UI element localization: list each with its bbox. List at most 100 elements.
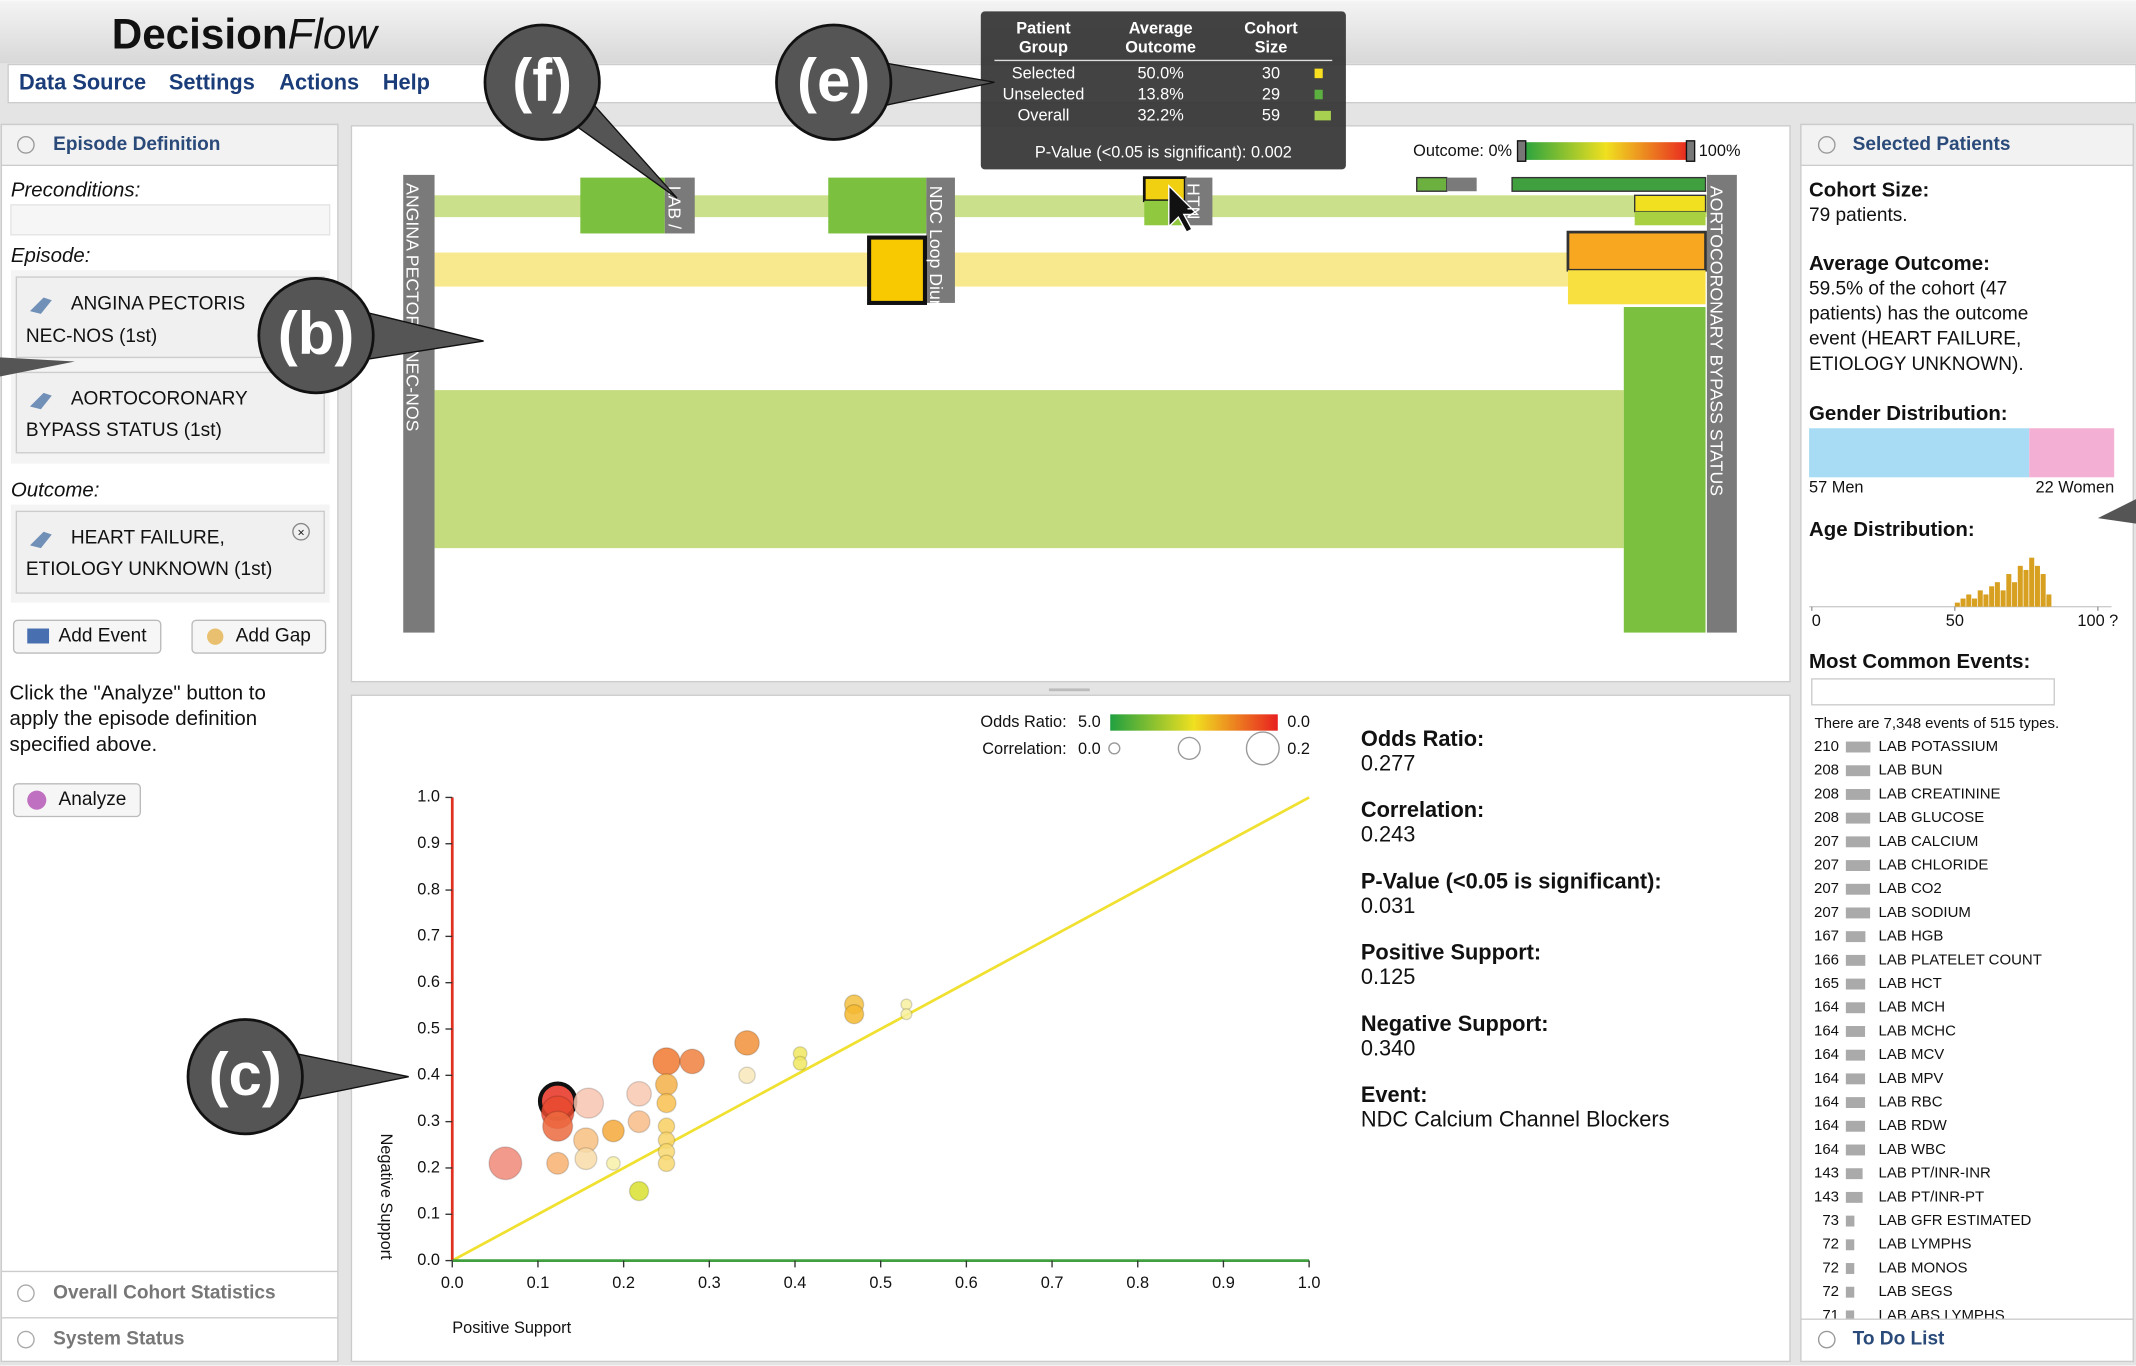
point[interactable] — [792, 1055, 808, 1071]
point[interactable] — [626, 1080, 653, 1107]
point[interactable] — [605, 1155, 621, 1171]
collapse-icon[interactable] — [17, 136, 35, 154]
tooltip — [980, 11, 1346, 170]
point[interactable] — [628, 1180, 650, 1202]
flow-node[interactable] — [1567, 270, 1706, 305]
panel-title[interactable]: Overall Cohort Statistics — [53, 1282, 275, 1303]
event-name[interactable]: LAB CHLORIDE — [1879, 856, 1989, 873]
event-name[interactable]: LAB PLATELET COUNT — [1879, 951, 2042, 968]
analyze-button[interactable] — [12, 783, 141, 818]
event-name[interactable]: LAB POTASSIUM — [1879, 738, 1999, 755]
expand-icon[interactable] — [17, 1284, 35, 1303]
button-label: Analyze — [59, 789, 127, 810]
menu-item[interactable]: Actions — [279, 69, 359, 94]
point[interactable] — [843, 1003, 865, 1025]
event-card[interactable] — [15, 371, 325, 454]
event-name[interactable]: LAB PT/INR-INR — [1879, 1165, 1991, 1182]
event-name[interactable]: LAB WBC — [1879, 1141, 1947, 1158]
point[interactable] — [601, 1119, 625, 1143]
flow-node[interactable] — [1416, 176, 1448, 192]
event-name[interactable]: LAB RBC — [1879, 1094, 1943, 1111]
event-name[interactable]: LAB PT/INR-PT — [1879, 1188, 1985, 1205]
flow-node[interactable] — [1634, 194, 1707, 213]
flow-node[interactable] — [867, 235, 928, 305]
instruction: Click the "Analyze" button to — [10, 682, 266, 704]
point[interactable] — [900, 1008, 913, 1021]
stat-label: Event: — [1361, 1082, 1428, 1107]
point[interactable] — [488, 1146, 523, 1181]
x-tick-label: 0.4 — [784, 1274, 807, 1292]
range-handle[interactable] — [1516, 140, 1527, 162]
event-name[interactable]: LAB MCV — [1879, 1046, 1945, 1063]
icon — [29, 392, 52, 410]
point[interactable] — [541, 1110, 574, 1142]
legend-label: 0.2 — [1287, 740, 1310, 758]
panel-title[interactable]: To Do List — [1853, 1329, 1945, 1350]
event-name[interactable]: LAB CREATININE — [1879, 785, 2001, 802]
event-name[interactable]: LAB GLUCOSE — [1879, 809, 1985, 826]
event-name[interactable]: LAB SODIUM — [1879, 904, 1971, 921]
flow-node[interactable] — [580, 177, 665, 234]
flow-node[interactable] — [1185, 177, 1213, 226]
event-name[interactable]: LAB MCHC — [1879, 1022, 1957, 1039]
add-gap-button[interactable] — [191, 619, 327, 654]
range-handle[interactable] — [1685, 140, 1696, 162]
event-name[interactable]: LAB RDW — [1879, 1117, 1948, 1134]
collapse-icon[interactable] — [1817, 136, 1836, 154]
stat-value: 0.340 — [1361, 1035, 1416, 1060]
flow-node[interactable] — [1511, 176, 1707, 192]
point[interactable] — [734, 1029, 760, 1056]
expand-icon[interactable] — [17, 1330, 35, 1349]
point[interactable] — [572, 1087, 605, 1119]
point[interactable] — [654, 1073, 679, 1097]
flow-node[interactable] — [926, 177, 955, 303]
search-box[interactable] — [1811, 678, 2055, 706]
point[interactable] — [574, 1147, 598, 1171]
menu-item[interactable]: Settings — [169, 69, 255, 94]
point[interactable] — [546, 1151, 570, 1175]
event-name: AORTOCORONARY — [71, 389, 248, 410]
flow-node[interactable] — [1706, 174, 1737, 633]
event-name[interactable]: LAB MPV — [1879, 1070, 1944, 1087]
point[interactable] — [656, 1092, 677, 1114]
event-name[interactable]: LAB SEGS — [1879, 1283, 1953, 1300]
add-event-button[interactable] — [12, 619, 162, 654]
drop-zone[interactable] — [10, 204, 331, 236]
event-name[interactable]: LAB BUN — [1879, 762, 1943, 779]
point[interactable] — [627, 1110, 651, 1134]
event-name: ETIOLOGY UNKNOWN (1st) — [26, 559, 272, 580]
flow-node[interactable] — [403, 174, 435, 633]
label: Gender Distribution: — [1809, 403, 2008, 425]
event-name[interactable]: LAB LYMPHS — [1879, 1236, 1972, 1253]
expand-icon[interactable] — [1817, 1330, 1836, 1349]
event-name[interactable]: LAB MONOS — [1879, 1259, 1968, 1276]
event-name[interactable]: LAB CALCIUM — [1879, 833, 1979, 850]
menu-item[interactable]: Help — [383, 69, 430, 94]
point[interactable] — [738, 1066, 756, 1085]
age-bar — [2000, 590, 2006, 607]
event-name[interactable]: LAB CO2 — [1879, 880, 1942, 897]
legend-label: Correlation: — [982, 740, 1066, 758]
point[interactable] — [679, 1048, 706, 1075]
menu-item[interactable]: Data Source — [19, 69, 146, 94]
splitter[interactable] — [1048, 688, 1090, 692]
event-name[interactable]: LAB HCT — [1879, 975, 1942, 992]
event-bar — [1845, 1002, 1866, 1014]
flow-node[interactable] — [828, 177, 927, 234]
point[interactable] — [652, 1047, 681, 1076]
gender-bar — [2029, 428, 2115, 478]
event-name[interactable]: LAB HGB — [1879, 928, 1944, 945]
tooltip-cell: 50.0% — [1137, 64, 1183, 82]
flow-node[interactable] — [1446, 177, 1477, 192]
event-card[interactable] — [15, 510, 325, 594]
flow-node[interactable] — [664, 177, 695, 234]
flow-node[interactable] — [1623, 307, 1706, 633]
flow-node[interactable] — [1634, 211, 1706, 226]
point[interactable] — [657, 1154, 676, 1173]
remove-icon[interactable] — [292, 522, 310, 541]
event-name[interactable]: LAB MCH — [1879, 999, 1946, 1016]
panel-title[interactable]: System Status — [53, 1329, 184, 1350]
flow-node[interactable] — [1566, 230, 1707, 272]
event-name[interactable]: LAB GFR ESTIMATED — [1879, 1212, 2032, 1229]
event-name[interactable]: LAB ABS LYMPHS — [1879, 1307, 2005, 1324]
